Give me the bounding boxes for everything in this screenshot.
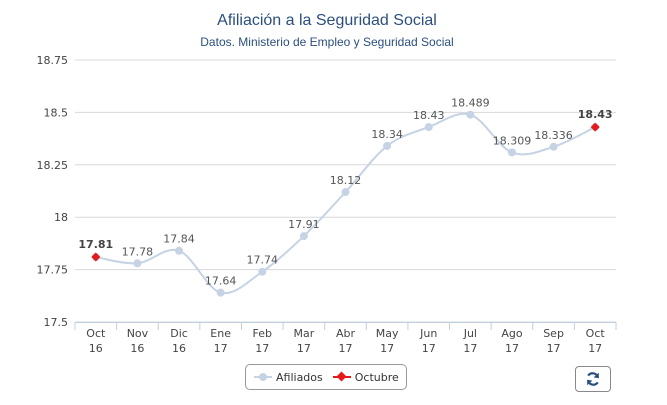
legend-item-afiliados[interactable]: Afiliados: [254, 371, 323, 384]
y-tick-label: 17.5: [44, 316, 69, 329]
data-point-octubre[interactable]: [590, 122, 600, 132]
series-octubre[interactable]: [91, 122, 600, 262]
data-point[interactable]: [133, 259, 142, 268]
x-tick-label: Jul: [463, 327, 477, 340]
data-point[interactable]: [383, 141, 392, 150]
data-point-octubre[interactable]: [91, 252, 101, 262]
legend-label-afiliados: Afiliados: [276, 370, 323, 384]
x-tick-label-year: 16: [172, 342, 186, 355]
data-point[interactable]: [424, 123, 433, 132]
data-point[interactable]: [299, 232, 308, 241]
x-tick-label-year: 17: [505, 342, 519, 355]
legend-symbol-octubre: [332, 371, 351, 382]
x-tick-label: Oct: [586, 327, 606, 340]
x-tick-label-year: 17: [255, 342, 269, 355]
y-tick-label: 18.75: [37, 54, 69, 67]
data-point[interactable]: [175, 246, 184, 255]
chart-subtitle: Datos. Ministerio de Empleo y Seguridad …: [200, 35, 453, 49]
x-tick-label: Mar: [294, 327, 315, 340]
data-label: 18.34: [371, 128, 403, 141]
legend-item-octubre[interactable]: Octubre: [332, 370, 399, 384]
data-label: 17.78: [122, 245, 154, 258]
data-label: 18.12: [330, 174, 362, 187]
data-labels: 17.78 17.84 17.64 17.74 17.91 18.12 18.34 18.43…: [78, 97, 612, 288]
data-point[interactable]: [549, 142, 558, 151]
grid: 17.5 17.75 18 18.25 18.5 18.75: [37, 54, 616, 329]
x-tick-label: Dic: [170, 327, 188, 340]
data-label: 17.91: [288, 218, 320, 231]
y-tick-label: 18.5: [44, 106, 69, 119]
data-point[interactable]: [258, 267, 267, 276]
data-point[interactable]: [466, 110, 475, 119]
x-tick-label-year: 16: [130, 342, 144, 355]
data-point[interactable]: [216, 288, 225, 297]
x-tick-label-year: 17: [463, 342, 477, 355]
data-point[interactable]: [341, 188, 350, 197]
x-tick-label-year: 17: [547, 342, 561, 355]
y-tick-label: 18.25: [37, 159, 69, 172]
x-tick-label: Ene: [210, 327, 231, 340]
data-label: 18.309: [493, 134, 532, 147]
x-tick-label-year: 17: [297, 342, 311, 355]
data-point[interactable]: [507, 148, 516, 157]
data-label-octubre: 18.43: [578, 108, 613, 121]
x-tick-label: Feb: [253, 327, 272, 340]
x-tick-label-year: 17: [214, 342, 228, 355]
data-label: 18.489: [451, 97, 490, 110]
refresh-icon: [586, 372, 600, 386]
x-tick-label: Oct: [86, 327, 106, 340]
x-tick-label: Jun: [419, 327, 437, 340]
refresh-button[interactable]: [575, 366, 611, 392]
x-tick-label: Ago: [501, 327, 523, 340]
x-tick-label: Sep: [543, 327, 564, 340]
data-label: 18.336: [534, 129, 573, 142]
data-label-octubre: 17.81: [78, 238, 113, 251]
data-label: 18.43: [413, 109, 445, 122]
y-tick-label: 18: [54, 211, 68, 224]
x-axis: Oct 16 Nov 16 Dic 16 Ene 17 Feb 17 Mar 17 Abr 17 May 17…: [74, 322, 617, 355]
x-tick-label: Nov: [127, 327, 149, 340]
data-label: 17.84: [163, 233, 195, 246]
x-tick-label: Abr: [336, 327, 356, 340]
x-tick-label-year: 17: [339, 342, 353, 355]
x-tick-label: May: [376, 327, 399, 340]
data-label: 17.64: [205, 275, 237, 288]
y-tick-label: 17.75: [37, 264, 69, 277]
x-tick-label-year: 17: [422, 342, 436, 355]
legend-symbol-afiliados: [254, 372, 272, 382]
legend-label-octubre: Octubre: [354, 370, 399, 384]
x-tick-label-year: 17: [380, 342, 394, 355]
x-tick-label-year: 16: [89, 342, 103, 355]
x-tick-label-year: 17: [588, 342, 602, 355]
chart-title: Afiliación a la Seguridad Social: [217, 12, 437, 29]
legend: Afiliados Octubre: [245, 364, 407, 390]
data-label: 17.74: [247, 254, 279, 267]
